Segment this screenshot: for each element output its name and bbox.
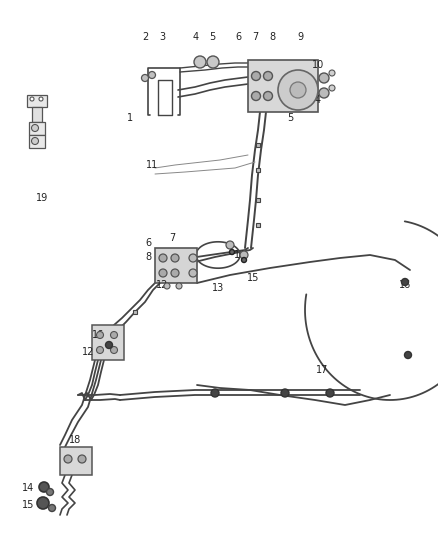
Circle shape — [189, 269, 197, 277]
Circle shape — [281, 389, 289, 397]
Circle shape — [141, 75, 148, 82]
Circle shape — [171, 269, 179, 277]
Circle shape — [106, 342, 113, 349]
Circle shape — [159, 254, 167, 262]
Text: 7: 7 — [169, 233, 175, 243]
Circle shape — [290, 82, 306, 98]
Circle shape — [32, 125, 39, 132]
Circle shape — [251, 71, 261, 80]
Circle shape — [211, 389, 219, 397]
Text: 14: 14 — [22, 483, 34, 493]
Circle shape — [278, 70, 318, 110]
Circle shape — [240, 251, 248, 259]
Text: 4: 4 — [315, 95, 321, 105]
Circle shape — [402, 279, 409, 286]
Text: 3: 3 — [159, 32, 165, 42]
Bar — [256, 168, 260, 172]
Text: 5: 5 — [287, 113, 293, 123]
Circle shape — [264, 71, 272, 80]
Circle shape — [164, 283, 170, 289]
Circle shape — [96, 332, 103, 338]
Bar — [256, 198, 260, 202]
Circle shape — [159, 269, 167, 277]
Circle shape — [405, 351, 411, 359]
Text: 7: 7 — [252, 32, 258, 42]
Bar — [32, 107, 42, 122]
Circle shape — [194, 56, 206, 68]
Circle shape — [329, 85, 335, 91]
Bar — [27, 95, 47, 107]
Bar — [155, 248, 197, 283]
Text: 1: 1 — [127, 113, 133, 123]
Text: 2: 2 — [142, 32, 148, 42]
Circle shape — [30, 97, 34, 101]
Circle shape — [230, 249, 234, 254]
Text: 8: 8 — [145, 252, 151, 262]
Bar — [256, 223, 260, 227]
Circle shape — [49, 505, 56, 512]
Bar — [60, 447, 92, 475]
Text: 15: 15 — [247, 273, 259, 283]
Circle shape — [39, 482, 49, 492]
Text: 18: 18 — [69, 435, 81, 445]
Circle shape — [326, 389, 334, 397]
Circle shape — [96, 346, 103, 353]
Text: 4: 4 — [193, 32, 199, 42]
Circle shape — [319, 88, 329, 98]
Text: 11: 11 — [146, 160, 158, 170]
Text: 15: 15 — [22, 500, 34, 510]
Bar — [248, 60, 318, 112]
Circle shape — [64, 455, 72, 463]
Circle shape — [176, 283, 182, 289]
Circle shape — [46, 489, 53, 496]
Text: 14: 14 — [234, 250, 246, 260]
Text: 16: 16 — [399, 280, 411, 290]
Circle shape — [241, 257, 247, 262]
Circle shape — [189, 254, 197, 262]
Bar — [29, 122, 45, 135]
Circle shape — [171, 254, 179, 262]
Circle shape — [110, 332, 117, 338]
Circle shape — [226, 241, 234, 249]
Circle shape — [32, 138, 39, 144]
Circle shape — [37, 497, 49, 509]
Circle shape — [329, 70, 335, 76]
Text: 8: 8 — [269, 32, 275, 42]
Circle shape — [148, 71, 155, 78]
Bar — [256, 143, 260, 147]
Text: 19: 19 — [36, 193, 48, 203]
Text: 16: 16 — [92, 330, 104, 340]
Text: 5: 5 — [209, 32, 215, 42]
Text: 6: 6 — [145, 238, 151, 248]
Circle shape — [110, 346, 117, 353]
Text: 12: 12 — [156, 280, 168, 290]
Text: 10: 10 — [312, 60, 324, 70]
Text: 12: 12 — [82, 347, 94, 357]
Circle shape — [39, 97, 43, 101]
Bar — [29, 135, 45, 148]
Circle shape — [78, 455, 86, 463]
Bar — [133, 310, 137, 314]
Text: 13: 13 — [212, 283, 224, 293]
Circle shape — [207, 56, 219, 68]
Text: 9: 9 — [297, 32, 303, 42]
Circle shape — [319, 73, 329, 83]
Bar — [92, 325, 124, 360]
Text: 6: 6 — [235, 32, 241, 42]
Circle shape — [264, 92, 272, 101]
Circle shape — [251, 92, 261, 101]
Text: 17: 17 — [316, 365, 328, 375]
